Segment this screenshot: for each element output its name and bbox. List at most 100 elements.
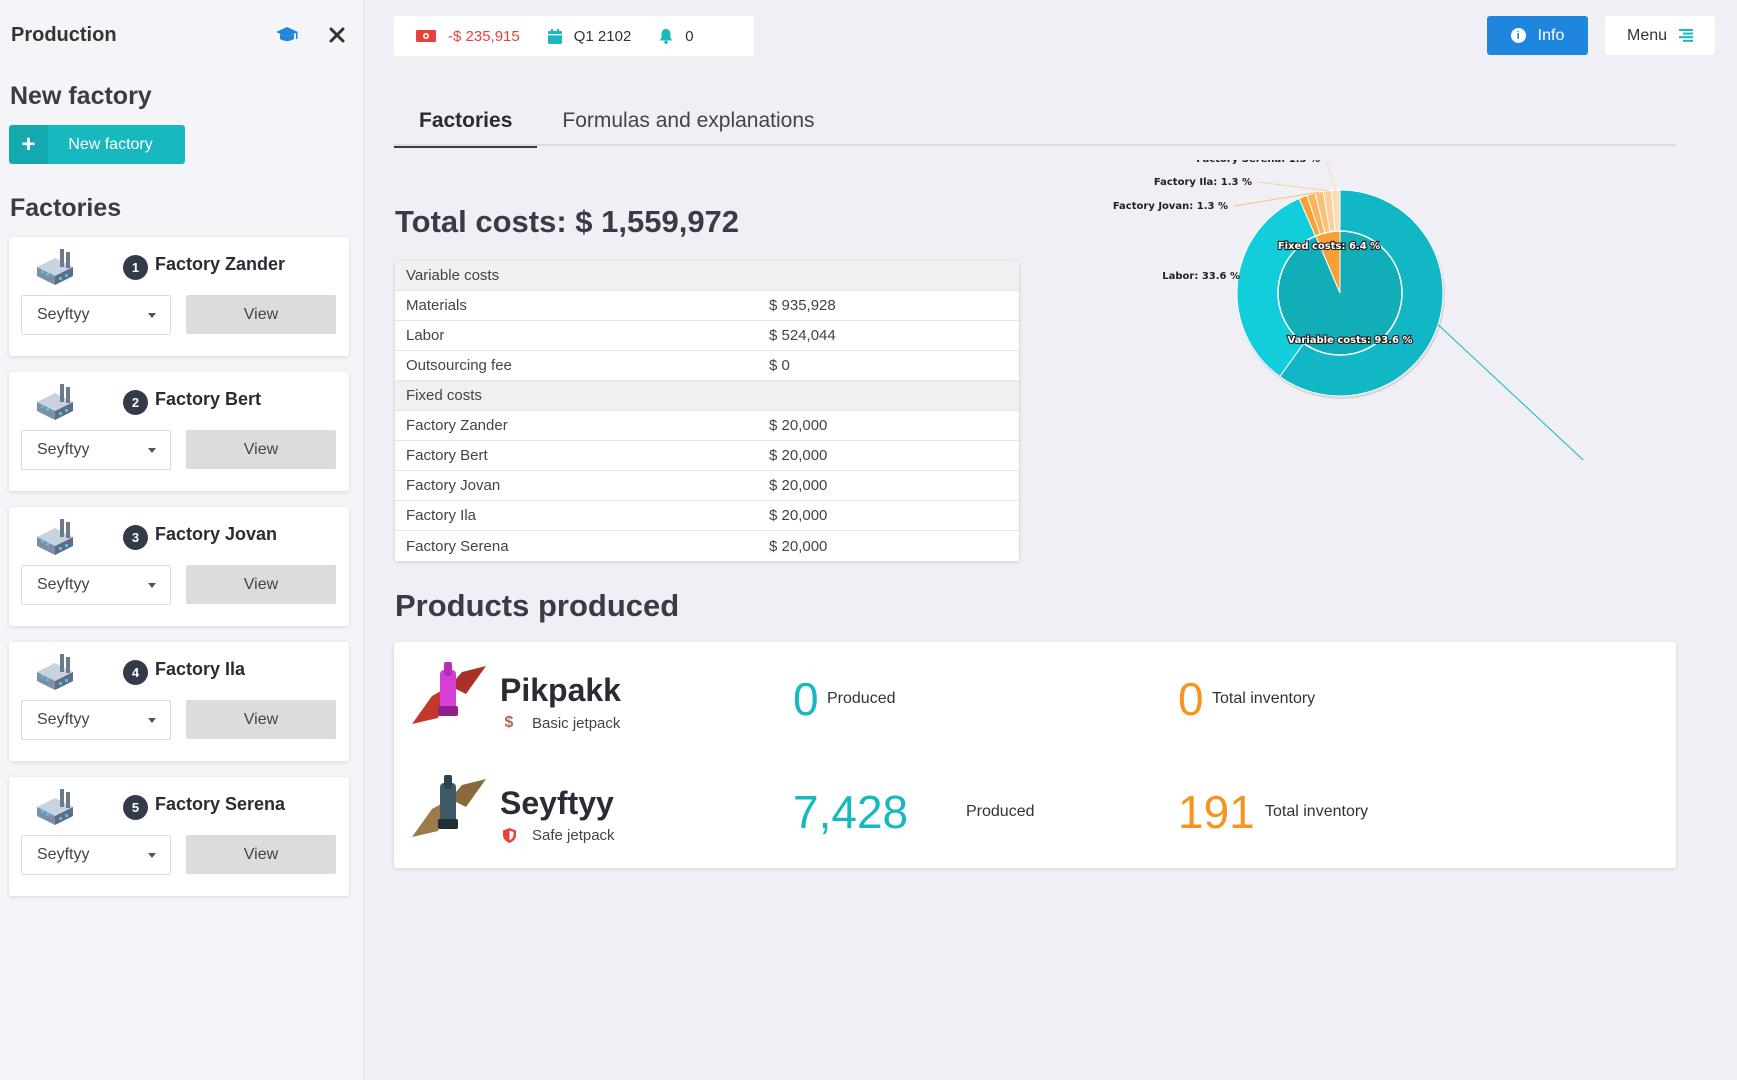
- cost-value: $ 20,000: [769, 537, 828, 555]
- pie-label-connector: [1257, 181, 1328, 192]
- inventory-count: 0: [1178, 673, 1204, 725]
- factory-icon: [33, 517, 77, 557]
- info-button[interactable]: i Info: [1487, 16, 1588, 55]
- caret-down-icon: [148, 718, 156, 723]
- pie-inner-label: Fixed costs: 6.4 %: [1278, 241, 1380, 252]
- caret-down-icon: [148, 853, 156, 858]
- factory-product-value: Seyftyy: [37, 576, 90, 593]
- factory-view-button[interactable]: View: [186, 565, 336, 604]
- bell-icon: [659, 28, 673, 44]
- factory-view-button[interactable]: View: [186, 295, 336, 334]
- factory-icon: [33, 652, 77, 692]
- money-icon: [416, 30, 436, 42]
- new-factory-button[interactable]: + New factory: [9, 125, 185, 164]
- factory-view-button[interactable]: View: [186, 835, 336, 874]
- info-icon: i: [1510, 28, 1526, 43]
- calendar-icon: [547, 28, 562, 44]
- factory-name: Factory Ila: [155, 659, 246, 679]
- cost-value: $ 20,000: [769, 417, 828, 434]
- shield-icon: [500, 828, 518, 843]
- menu-icon: [1679, 29, 1694, 42]
- cost-row: Factory Serena $ 20,000: [395, 531, 1019, 561]
- cost-label: Fixed costs: [406, 387, 482, 404]
- factory-number-badge: 5: [123, 795, 148, 820]
- cost-label: Factory Ila: [406, 507, 477, 524]
- inner-ring-border: [1277, 230, 1403, 356]
- factory-product-select[interactable]: Seyftyy: [21, 700, 171, 740]
- factory-number-badge: 3: [123, 525, 148, 550]
- products-heading: Products produced: [395, 588, 680, 623]
- close-icon[interactable]: [322, 20, 352, 50]
- costs-pie-chart: Materials: 60.0 %Labor: 33.6 %Factory Jo…: [1113, 160, 1585, 460]
- factory-number-badge: 2: [123, 390, 148, 415]
- cost-label: Outsourcing fee: [406, 357, 512, 374]
- factory-view-button[interactable]: View: [186, 430, 336, 469]
- cost-value: $ 0: [769, 357, 790, 374]
- money-value: -$ 235,915: [448, 27, 520, 45]
- pie-label-connector: [1233, 191, 1320, 207]
- inventory-label: Total inventory: [1265, 803, 1369, 820]
- cost-row: Labor $ 524,044: [395, 321, 1019, 351]
- cost-value: $ 935,928: [769, 297, 836, 314]
- factory-card: 4 Factory Ila Seyftyy View: [9, 642, 349, 761]
- factory-product-select[interactable]: Seyftyy: [21, 835, 171, 875]
- factory-icon: [33, 787, 77, 827]
- new-factory-button-label: New factory: [68, 135, 153, 153]
- factory-card: 3 Factory Jovan Seyftyy View: [9, 507, 349, 626]
- cost-value: $ 20,000: [769, 447, 828, 464]
- pie-label-connector: [1325, 160, 1337, 191]
- quarter-stat: Q1 2102: [547, 27, 632, 45]
- pie-label-connector: [1437, 324, 1585, 460]
- product-subtitle: $ Basic jetpack: [500, 714, 621, 732]
- cost-row: Factory Ila $ 20,000: [395, 501, 1019, 531]
- quarter-value: Q1 2102: [573, 27, 632, 45]
- notifications-stat[interactable]: 0: [659, 28, 694, 45]
- cost-label: Factory Serena: [406, 537, 509, 555]
- caret-down-icon: [148, 313, 156, 318]
- factory-name: Factory Bert: [155, 389, 262, 409]
- cost-row: Factory Zander $ 20,000: [395, 411, 1019, 441]
- cost-value: $ 20,000: [769, 507, 828, 524]
- cost-row: Factory Jovan $ 20,000: [395, 471, 1019, 501]
- product-subtitle: Safe jetpack: [500, 827, 615, 844]
- cost-label: Factory Jovan: [406, 477, 501, 494]
- tab-factories[interactable]: Factories: [394, 96, 538, 148]
- factory-icon: [33, 382, 77, 422]
- cost-value: $ 20,000: [769, 477, 828, 494]
- cost-label: Materials: [406, 297, 467, 314]
- graduation-cap-icon[interactable]: [272, 20, 302, 50]
- cost-section-header: Variable costs: [395, 261, 1019, 291]
- product-name: Pikpakk: [500, 672, 621, 708]
- produced-label: Produced: [827, 690, 896, 707]
- product-row: Seyftyy Safe jetpack 7,428 Produced 191 …: [394, 759, 1676, 859]
- cost-row: Materials $ 935,928: [395, 291, 1019, 321]
- tab-formulas[interactable]: Formulas and explanations: [562, 109, 815, 132]
- cost-label: Labor: [406, 327, 445, 344]
- menu-button[interactable]: Menu: [1605, 16, 1715, 55]
- cost-label: Factory Zander: [406, 417, 508, 434]
- factory-icon: [33, 247, 77, 287]
- factories-heading: Factories: [10, 194, 122, 222]
- factory-product-select[interactable]: Seyftyy: [21, 565, 171, 605]
- cost-row: Outsourcing fee $ 0: [395, 351, 1019, 381]
- pie-label-connector: [1237, 275, 1247, 283]
- cost-label: Variable costs: [406, 267, 500, 284]
- cost-label: Factory Bert: [406, 447, 488, 464]
- info-button-label: Info: [1537, 26, 1565, 44]
- factory-view-button[interactable]: View: [186, 700, 336, 739]
- factory-product-value: Seyftyy: [37, 306, 90, 323]
- sidebar-header: Production: [0, 0, 363, 70]
- pie-inner-label: Variable costs: 93.6 %: [1287, 335, 1412, 346]
- inventory-count: 191: [1178, 786, 1255, 838]
- menu-button-label: Menu: [1626, 26, 1668, 44]
- cost-row: Factory Bert $ 20,000: [395, 441, 1019, 471]
- pie-label: Factory Ila: 1.3 %: [1154, 177, 1252, 188]
- jetpack-image: [410, 769, 488, 849]
- factory-card: 5 Factory Serena Seyftyy View: [9, 777, 349, 896]
- factory-name: Factory Serena: [155, 794, 286, 814]
- product-subtitle-text: Basic jetpack: [532, 714, 621, 732]
- factory-product-select[interactable]: Seyftyy: [21, 430, 171, 470]
- factory-product-select[interactable]: Seyftyy: [21, 295, 171, 335]
- inventory-label: Total inventory: [1212, 690, 1316, 707]
- total-costs: Total costs: $ 1,559,972: [395, 204, 740, 239]
